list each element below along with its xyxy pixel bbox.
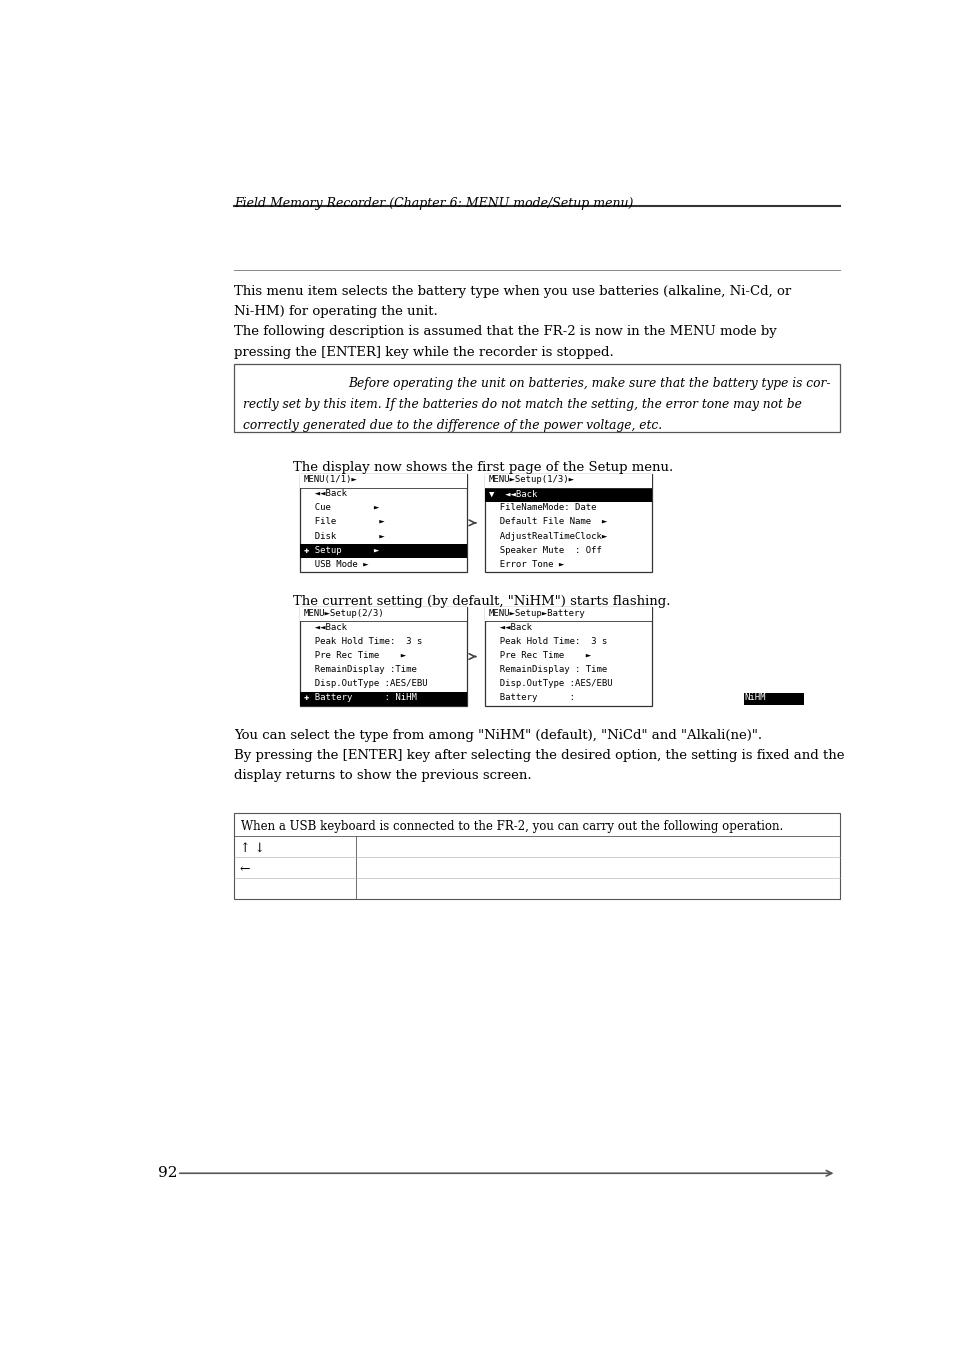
Bar (485, 608, 651, 621)
Text: MENU(1/1)►: MENU(1/1)► (304, 476, 357, 485)
Text: Pre Rec Time    ►: Pre Rec Time ► (488, 651, 591, 661)
Bar (743, 693, 803, 705)
Bar (300, 608, 466, 705)
Text: Disp.OutType :AES/EBU: Disp.OutType :AES/EBU (304, 680, 427, 688)
Text: USB Mode ►: USB Mode ► (304, 559, 368, 569)
Text: ◄◄Back: ◄◄Back (304, 489, 347, 499)
Text: MENU►Setup(1/3)►: MENU►Setup(1/3)► (488, 476, 575, 485)
Text: AdjustRealTimeClock►: AdjustRealTimeClock► (488, 531, 606, 540)
Text: When a USB keyboard is connected to the FR-2, you can carry out the following op: When a USB keyboard is connected to the … (241, 820, 782, 834)
Text: rectly set by this item. If the batteries do not match the setting, the error to: rectly set by this item. If the batterie… (242, 397, 801, 411)
Text: Error Tone ►: Error Tone ► (488, 559, 563, 569)
Text: Peak Hold Time:  3 s: Peak Hold Time: 3 s (488, 638, 606, 646)
Text: Before operating the unit on batteries, make sure that the battery type is cor-: Before operating the unit on batteries, … (348, 377, 830, 390)
Text: Peak Hold Time:  3 s: Peak Hold Time: 3 s (304, 638, 422, 646)
Text: ▼  ◄◄Back: ▼ ◄◄Back (488, 489, 537, 499)
Text: Disk        ►: Disk ► (304, 531, 384, 540)
Text: 92: 92 (158, 1166, 178, 1181)
Text: This menu item selects the battery type when you use batteries (alkaline, Ni-Cd,: This menu item selects the battery type … (233, 285, 790, 297)
Bar (485, 474, 651, 488)
Text: Cue        ►: Cue ► (304, 504, 379, 512)
Bar (300, 692, 466, 705)
Text: ✚ Setup      ►: ✚ Setup ► (304, 546, 379, 554)
Text: RemainDisplay : Time: RemainDisplay : Time (488, 665, 606, 674)
Text: Field Memory Recorder (Chapter 6: MENU mode/Setup menu): Field Memory Recorder (Chapter 6: MENU m… (233, 197, 633, 211)
Text: pressing the [ENTER] key while the recorder is stopped.: pressing the [ENTER] key while the recor… (233, 346, 613, 359)
Text: correctly generated due to the difference of the power voltage, etc.: correctly generated due to the differenc… (242, 419, 661, 431)
Text: FileNameMode: Date: FileNameMode: Date (488, 504, 596, 512)
Text: display returns to show the previous screen.: display returns to show the previous scr… (233, 769, 531, 782)
Bar (485, 488, 651, 501)
Bar (300, 474, 466, 488)
Text: ✚ Battery      : NiHM: ✚ Battery : NiHM (304, 693, 416, 703)
Text: The display now shows the first page of the Setup menu.: The display now shows the first page of … (293, 461, 673, 474)
Text: File        ►: File ► (304, 517, 384, 527)
Bar (300, 608, 466, 621)
Text: The current setting (by default, "NiHM") starts flashing.: The current setting (by default, "NiHM")… (293, 594, 670, 608)
Bar (300, 474, 466, 571)
Bar (300, 544, 466, 558)
Text: ↑ ↓: ↑ ↓ (239, 842, 265, 855)
Text: Speaker Mute  : Off: Speaker Mute : Off (488, 546, 601, 554)
Text: MENU►Setup(2/3): MENU►Setup(2/3) (304, 609, 384, 617)
Text: MENU►Setup►Battery: MENU►Setup►Battery (488, 609, 585, 617)
Text: Battery      :: Battery : (488, 693, 579, 703)
Text: The following description is assumed that the FR-2 is now in the MENU mode by: The following description is assumed tha… (233, 326, 776, 339)
Text: ←: ← (239, 863, 250, 875)
Text: Disp.OutType :AES/EBU: Disp.OutType :AES/EBU (488, 680, 612, 688)
Text: ◄◄Back: ◄◄Back (304, 623, 347, 632)
Bar (485, 608, 651, 705)
Text: ◄◄Back: ◄◄Back (488, 623, 532, 632)
Text: By pressing the [ENTER] key after selecting the desired option, the setting is f: By pressing the [ENTER] key after select… (233, 748, 843, 762)
Text: Default File Name  ►: Default File Name ► (488, 517, 606, 527)
Text: RemainDisplay :Time: RemainDisplay :Time (304, 665, 416, 674)
Bar (233, 813, 840, 900)
Bar (485, 474, 651, 571)
Text: Pre Rec Time    ►: Pre Rec Time ► (304, 651, 406, 661)
Text: You can select the type from among "NiHM" (default), "NiCd" and "Alkali(ne)".: You can select the type from among "NiHM… (233, 728, 761, 742)
Text: Ni-HM) for operating the unit.: Ni-HM) for operating the unit. (233, 305, 437, 317)
Text: NiHM: NiHM (743, 693, 765, 703)
Bar (233, 365, 840, 432)
